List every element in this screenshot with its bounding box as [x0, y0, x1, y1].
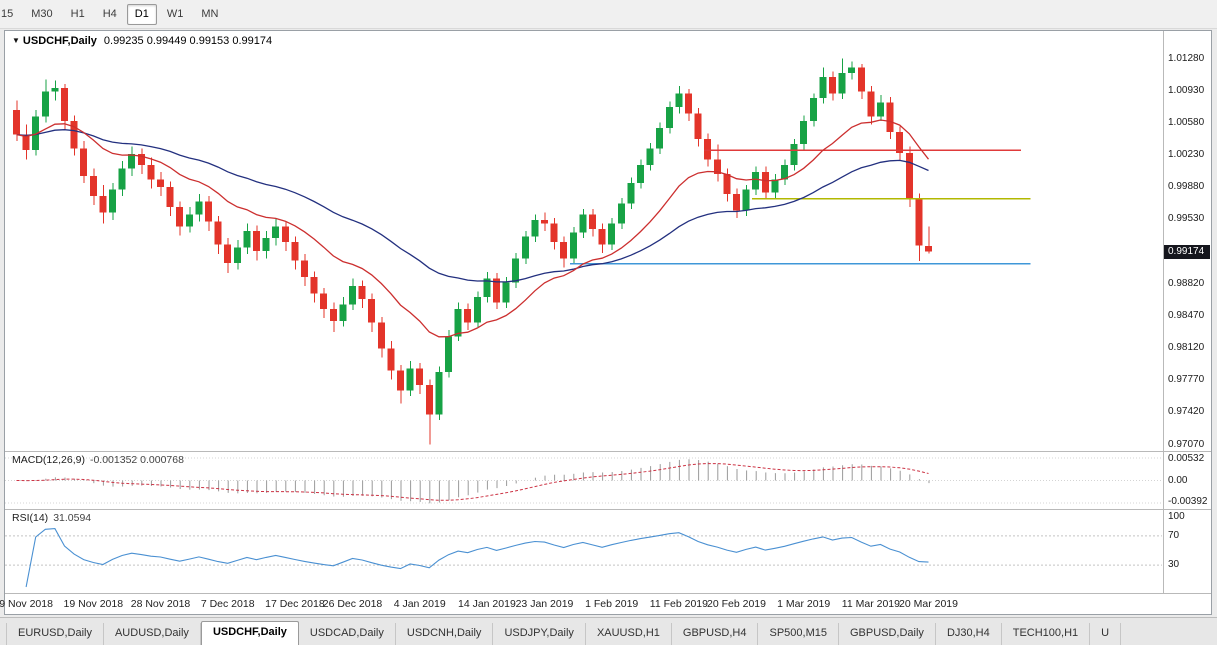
timeframe-button-h4[interactable]: H4	[102, 7, 117, 20]
chart-tab-xauusd-h1[interactable]: XAUUSD,H1	[586, 623, 672, 645]
chart-tab-dj30-h4[interactable]: DJ30,H4	[936, 623, 1002, 645]
price-tick-label: 0.99880	[1168, 180, 1205, 192]
price-tick-label: 0.97420	[1168, 406, 1205, 418]
macd-axis[interactable]: 0.00532 0.00 -0.00392	[1163, 452, 1211, 509]
timeframe-button-h1[interactable]: H1	[70, 7, 85, 20]
chart-tab-eurusd-daily[interactable]: EURUSD,Daily	[6, 623, 104, 645]
price-tick-label: 1.01280	[1168, 52, 1205, 64]
date-label: 1 Mar 2019	[777, 598, 831, 610]
macd-label: MACD(12,26,9) -0.001352 0.000768	[12, 454, 184, 466]
date-label: 17 Dec 2018	[265, 598, 325, 610]
chart-window: ▼ USDCHF,Daily 0.99235 0.99449 0.99153 0.9…	[0, 30, 1212, 615]
price-tick-label: 0.98820	[1168, 278, 1205, 290]
rsi-label: RSI(14) 31.0594	[12, 512, 92, 524]
date-label: 4 Jan 2019	[393, 598, 446, 610]
chart-title: ▼ USDCHF,Daily 0.99235 0.99449 0.99153 0.9…	[12, 35, 272, 47]
macd-pane[interactable]: MACD(12,26,9) -0.001352 0.000768 0.00532 0…	[5, 452, 1211, 509]
rsi-tick-label: 100	[1168, 511, 1185, 522]
date-label: 28 Nov 2018	[130, 598, 191, 610]
date-axis[interactable]: 9 Nov 2018 19 Nov 2018 28 Nov 2018 7 Dec 20…	[0, 593, 1211, 614]
rsi-axis[interactable]: 100 70 30	[1163, 510, 1211, 593]
price-tick-label: 0.97770	[1168, 374, 1205, 386]
macd-tick-label: 0.00532	[1168, 453, 1205, 464]
chart-tabbar: EURUSD,Daily AUDUSD,Daily USDCHF,Daily USDC…	[0, 617, 1217, 645]
macd-tick-label: 0.00	[1168, 474, 1188, 486]
date-label: 11 Mar 2019	[841, 598, 900, 610]
date-label: 7 Dec 2018	[200, 598, 255, 610]
rsi-value: 31.0594	[53, 512, 92, 524]
timeframe-button-d1[interactable]: D1	[126, 3, 157, 25]
pane-separator[interactable]	[5, 451, 1211, 452]
ohlc-values: 0.99235 0.99449 0.99153 0.99174	[103, 35, 273, 47]
date-label: 1 Feb 2019	[585, 598, 639, 610]
macd-values: -0.001352 0.000768	[89, 454, 184, 466]
date-label: 9 Nov 2018	[0, 598, 53, 610]
date-label: 23 Jan 2019	[515, 598, 574, 610]
macd-tick-label: -0.00392	[1168, 496, 1208, 507]
chart-tab-tech100-h1[interactable]: TECH100,H1	[1002, 623, 1091, 645]
chart-tab-usdcad-daily[interactable]: USDCAD,Daily	[299, 623, 396, 645]
price-tick-label: 0.97070	[1168, 438, 1205, 450]
rsi-pane[interactable]: RSI(14) 31.0594 100 70 30	[5, 510, 1211, 593]
symbol-dropdown-icon[interactable]: ▼	[12, 36, 20, 45]
chart-tab-gbpusd-h4[interactable]: GBPUSD,H4	[672, 623, 759, 645]
date-label: 20 Mar 2019	[899, 598, 958, 610]
price-axis[interactable]: 1.01280 1.00930 1.00580 1.00230 0.99880 0.995…	[1163, 31, 1211, 451]
chart-tab-usdchf-daily[interactable]: USDCHF,Daily	[200, 621, 299, 645]
chart-tab-audusd-daily[interactable]: AUDUSD,Daily	[104, 623, 201, 645]
timeframe-button-m30[interactable]: M30	[31, 7, 53, 20]
rsi-tick-label: 30	[1168, 559, 1180, 571]
chart-tab-sp500-m15[interactable]: SP500,M15	[758, 623, 839, 645]
price-tick-label: 1.00230	[1168, 148, 1205, 160]
date-label: 26 Dec 2018	[322, 598, 383, 610]
macd-chart-canvas[interactable]	[5, 452, 1163, 509]
timeframe-button-mn[interactable]: MN	[201, 7, 219, 20]
pane-separator[interactable]	[5, 509, 1211, 510]
rsi-chart-canvas[interactable]	[5, 510, 1163, 593]
price-tick-label: 0.98120	[1168, 342, 1205, 354]
chart-tab-usdjpy-daily[interactable]: USDJPY,Daily	[493, 623, 586, 645]
current-price-badge: 0.99174	[1164, 244, 1210, 259]
chart-tab-usdcnh-daily[interactable]: USDCNH,Daily	[396, 623, 494, 645]
rsi-tick-label: 70	[1168, 529, 1180, 541]
price-tick-label: 1.00930	[1168, 84, 1205, 96]
price-tick-label: 0.99530	[1168, 212, 1205, 224]
timeframe-button-15[interactable]: 15	[1, 7, 14, 20]
timeframe-button-w1[interactable]: W1	[166, 7, 184, 20]
symbol-timeframe-label: USDCHF,Daily	[22, 35, 97, 47]
date-label: 14 Jan 2019	[457, 598, 516, 610]
chart-tab-gbpusd-daily[interactable]: GBPUSD,Daily	[839, 623, 936, 645]
price-tick-label: 0.98470	[1168, 310, 1205, 322]
timeframe-toolbar: 15 M30 H1 H4 D1 W1 MN	[0, 0, 1217, 29]
chart-tab-u[interactable]: U	[1090, 623, 1122, 645]
price-tick-label: 1.00580	[1168, 116, 1205, 128]
price-chart-canvas[interactable]	[5, 31, 1163, 451]
date-label: 20 Feb 2019	[707, 598, 766, 610]
date-label: 19 Nov 2018	[63, 598, 124, 610]
date-label: 11 Feb 2019	[649, 598, 708, 610]
price-pane[interactable]: ▼ USDCHF,Daily 0.99235 0.99449 0.99153 0.9…	[5, 31, 1211, 451]
